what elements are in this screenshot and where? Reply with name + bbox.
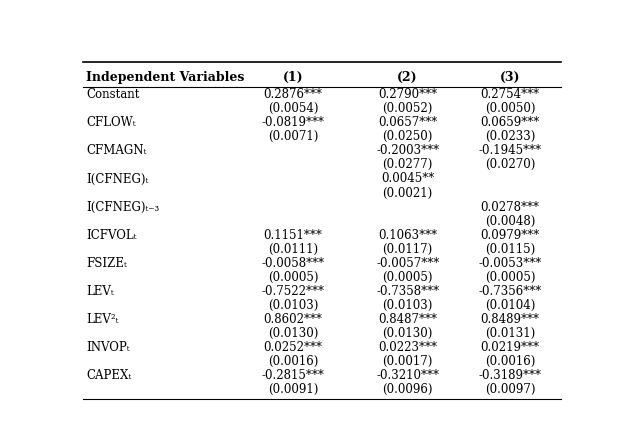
Text: 0.2790***: 0.2790***	[378, 88, 437, 101]
Text: 0.1063***: 0.1063***	[378, 229, 437, 242]
Text: 0.0979***: 0.0979***	[481, 229, 540, 242]
Text: (0.0016): (0.0016)	[485, 355, 535, 368]
Text: CFMAGNₜ: CFMAGNₜ	[86, 144, 146, 158]
Text: 0.0045**: 0.0045**	[381, 173, 434, 186]
Text: (0.0048): (0.0048)	[485, 214, 535, 227]
Text: (1): (1)	[283, 70, 303, 84]
Text: (3): (3)	[500, 70, 520, 84]
Text: -0.7356***: -0.7356***	[479, 285, 542, 298]
Text: I(CFNEG)ₜ: I(CFNEG)ₜ	[86, 173, 148, 186]
Text: -0.2003***: -0.2003***	[376, 144, 439, 158]
Text: (0.0052): (0.0052)	[382, 102, 433, 115]
Text: (2): (2)	[398, 70, 418, 84]
Text: LEV²ₜ: LEV²ₜ	[86, 313, 118, 326]
Text: Independent Variables: Independent Variables	[86, 70, 244, 84]
Text: (0.0005): (0.0005)	[485, 271, 535, 284]
Text: (0.0130): (0.0130)	[268, 327, 318, 340]
Text: (0.0096): (0.0096)	[382, 383, 433, 396]
Text: 0.8489***: 0.8489***	[481, 313, 540, 326]
Text: -0.3210***: -0.3210***	[376, 369, 439, 382]
Text: -0.7358***: -0.7358***	[376, 285, 439, 298]
Text: (0.0005): (0.0005)	[268, 271, 318, 284]
Text: (0.0071): (0.0071)	[268, 130, 318, 143]
Text: (0.0131): (0.0131)	[485, 327, 535, 340]
Text: (0.0016): (0.0016)	[268, 355, 318, 368]
Text: (0.0103): (0.0103)	[268, 299, 318, 312]
Text: -0.1945***: -0.1945***	[479, 144, 542, 158]
Text: -0.7522***: -0.7522***	[262, 285, 325, 298]
Text: LEVₜ: LEVₜ	[86, 285, 114, 298]
Text: (0.0270): (0.0270)	[485, 158, 535, 171]
Text: CFLOWₜ: CFLOWₜ	[86, 116, 135, 129]
Text: (0.0233): (0.0233)	[485, 130, 535, 143]
Text: -0.0058***: -0.0058***	[262, 257, 325, 270]
Text: 0.0223***: 0.0223***	[378, 341, 437, 354]
Text: -0.0819***: -0.0819***	[262, 116, 325, 129]
Text: 0.8602***: 0.8602***	[264, 313, 323, 326]
Text: (0.0017): (0.0017)	[382, 355, 433, 368]
Text: (0.0097): (0.0097)	[485, 383, 535, 396]
Text: -0.0053***: -0.0053***	[479, 257, 542, 270]
Text: -0.2815***: -0.2815***	[262, 369, 325, 382]
Text: 0.1151***: 0.1151***	[264, 229, 323, 242]
Text: 0.0659***: 0.0659***	[481, 116, 540, 129]
Text: 0.8487***: 0.8487***	[378, 313, 437, 326]
Text: -0.3189***: -0.3189***	[479, 369, 542, 382]
Text: ICFVOLₜ: ICFVOLₜ	[86, 229, 136, 242]
Text: -0.0057***: -0.0057***	[376, 257, 439, 270]
Text: 0.0252***: 0.0252***	[264, 341, 323, 354]
Text: 0.0278***: 0.0278***	[481, 201, 540, 214]
Text: (0.0104): (0.0104)	[485, 299, 535, 312]
Text: (0.0115): (0.0115)	[485, 243, 535, 256]
Text: (0.0050): (0.0050)	[485, 102, 535, 115]
Text: Constant: Constant	[86, 88, 139, 101]
Text: (0.0054): (0.0054)	[268, 102, 318, 115]
Text: (0.0111): (0.0111)	[268, 243, 318, 256]
Text: I(CFNEG)ₜ₋₃: I(CFNEG)ₜ₋₃	[86, 201, 159, 214]
Text: (0.0005): (0.0005)	[382, 271, 433, 284]
Text: (0.0117): (0.0117)	[382, 243, 433, 256]
Text: FSIZEₜ: FSIZEₜ	[86, 257, 126, 270]
Text: (0.0091): (0.0091)	[268, 383, 318, 396]
Text: (0.0130): (0.0130)	[382, 327, 433, 340]
Text: 0.0657***: 0.0657***	[378, 116, 437, 129]
Text: CAPEXₜ: CAPEXₜ	[86, 369, 131, 382]
Text: 0.2876***: 0.2876***	[264, 88, 323, 101]
Text: (0.0021): (0.0021)	[382, 186, 433, 199]
Text: (0.0103): (0.0103)	[382, 299, 433, 312]
Text: 0.0219***: 0.0219***	[481, 341, 540, 354]
Text: (0.0250): (0.0250)	[382, 130, 433, 143]
Text: (0.0277): (0.0277)	[382, 158, 433, 171]
Text: 0.2754***: 0.2754***	[481, 88, 540, 101]
Text: INVOPₜ: INVOPₜ	[86, 341, 130, 354]
